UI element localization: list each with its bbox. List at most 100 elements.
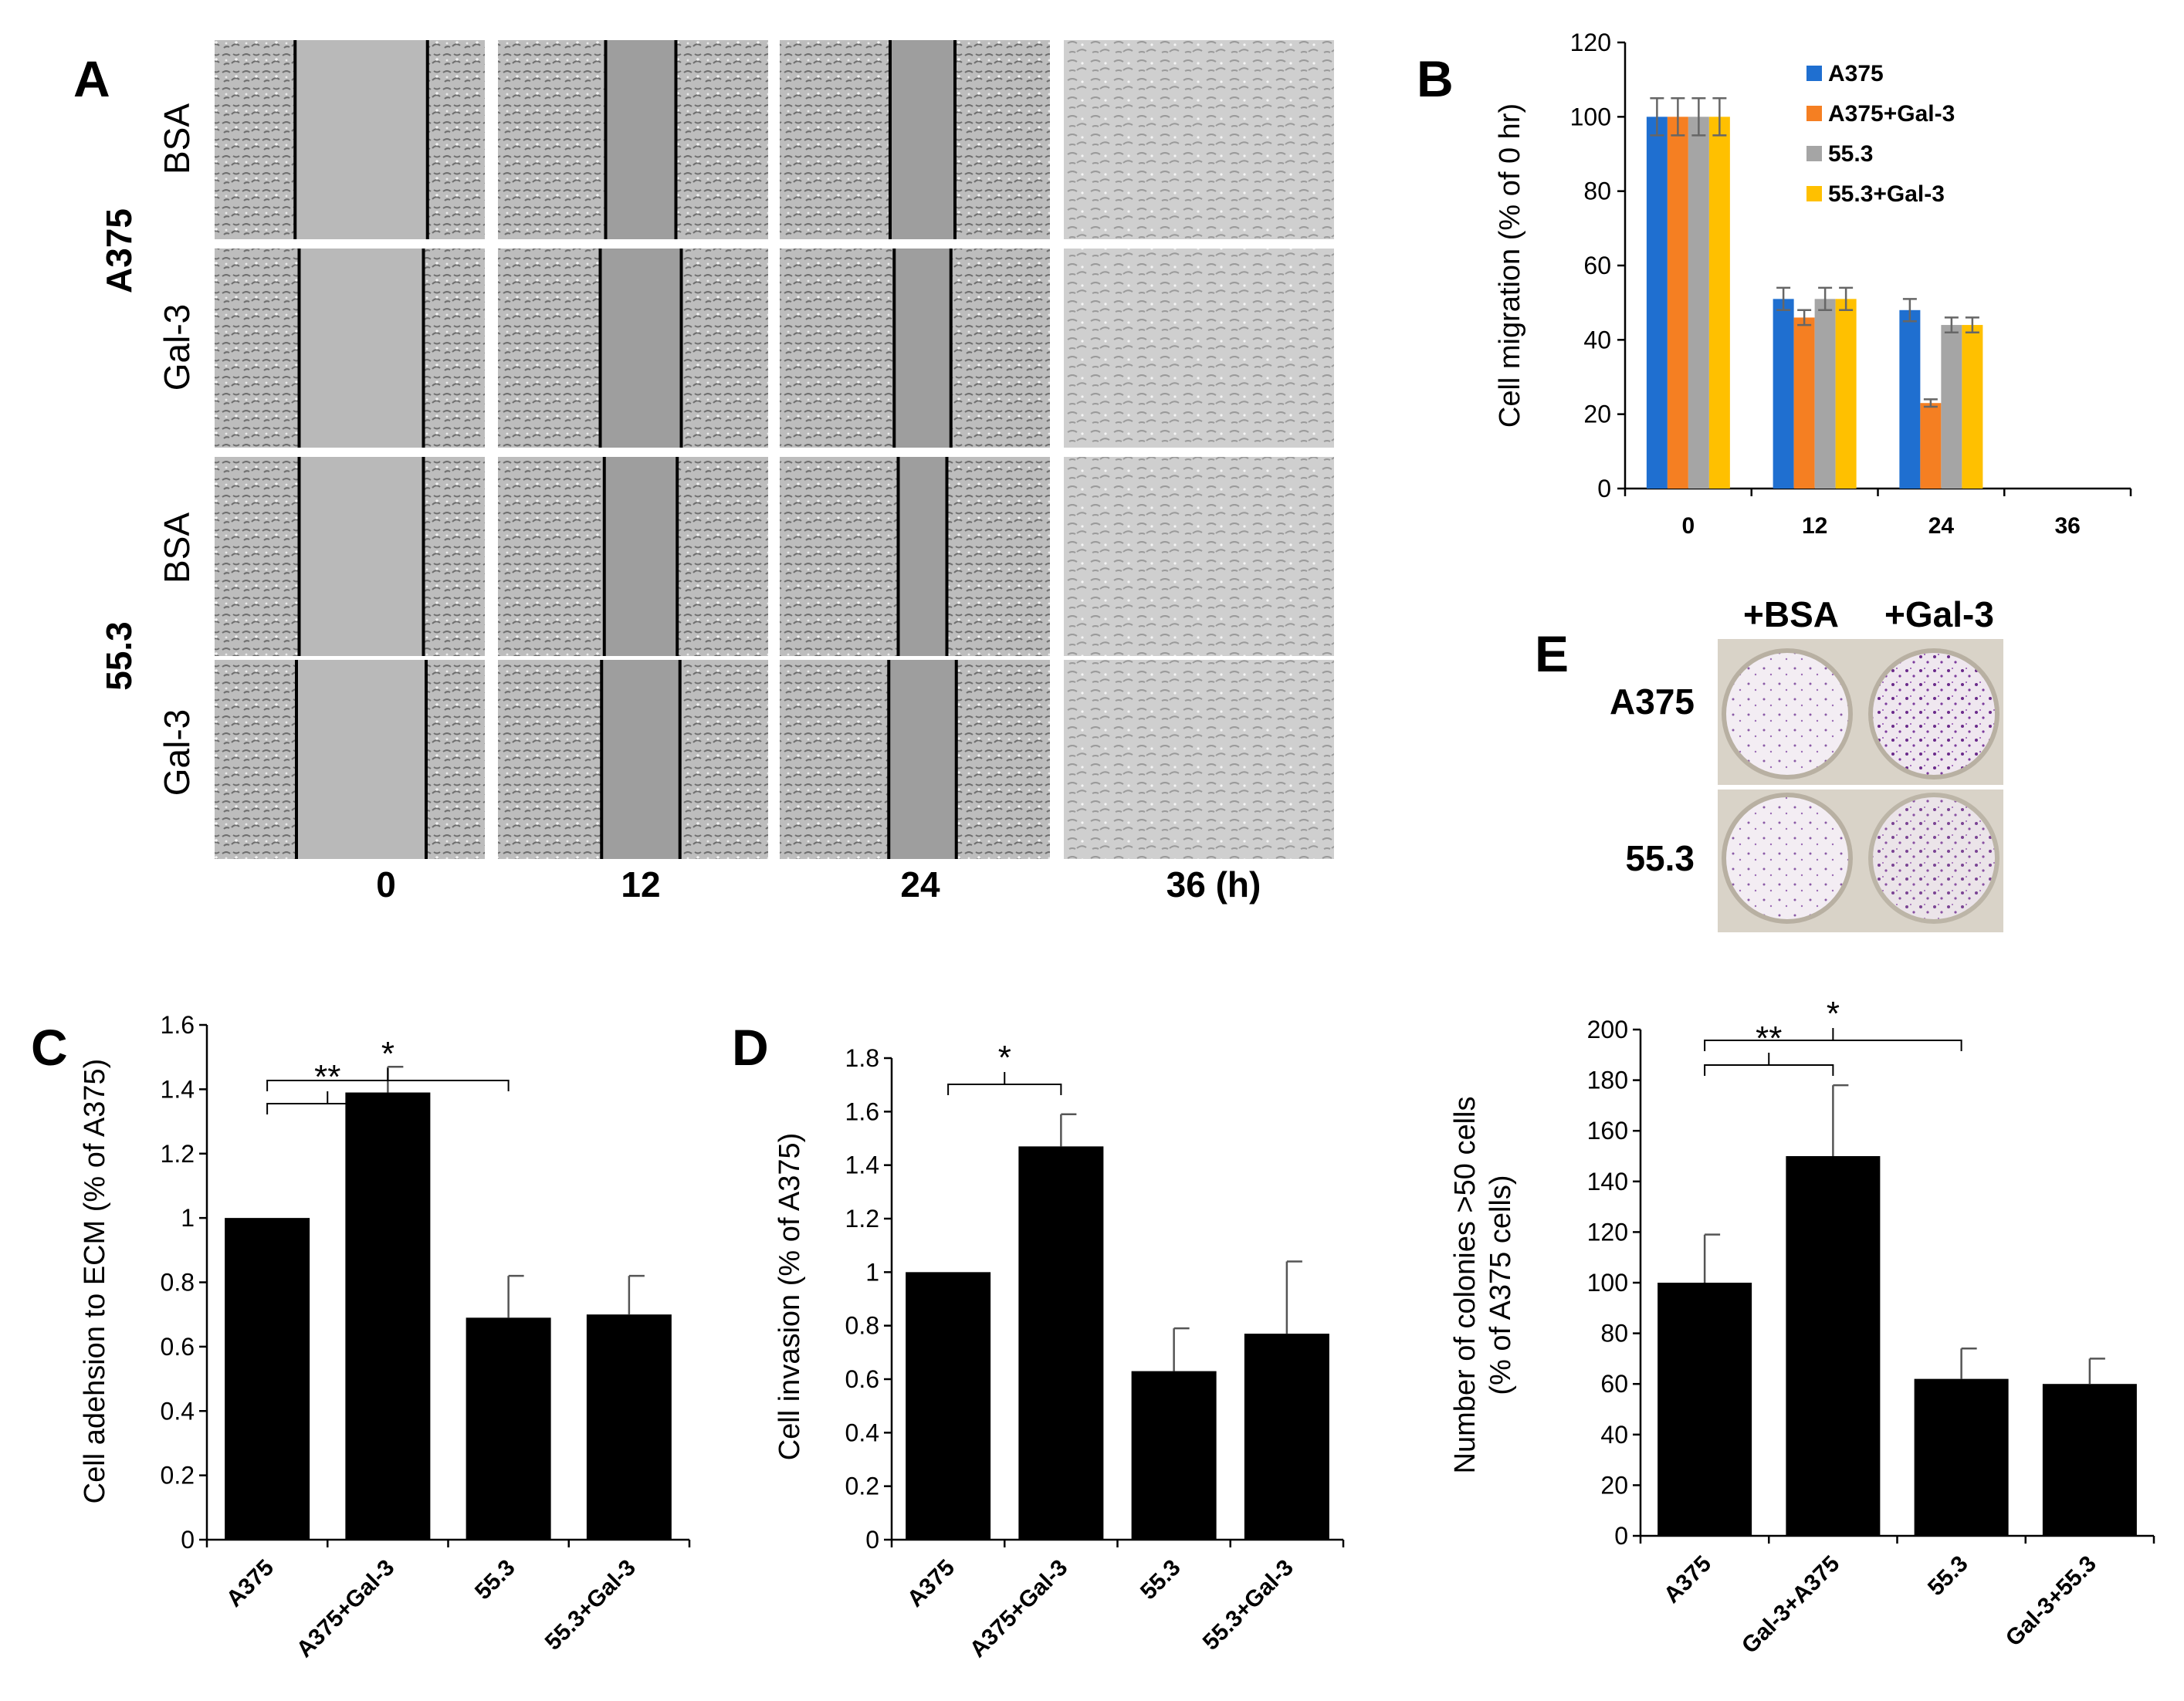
chart-b-cell-migration: 0 20 40 60 80 100 120 0 12 24 36 Cell migration (% … bbox=[1494, 29, 2132, 539]
bar bbox=[1962, 325, 1983, 489]
category-label: A375 bbox=[222, 1555, 279, 1612]
micrograph-background bbox=[1064, 40, 1334, 239]
category-label: 55.3 bbox=[470, 1555, 520, 1605]
group-label-a375: A375 bbox=[99, 208, 139, 293]
significance-bracket: ** bbox=[266, 1058, 389, 1114]
row-label-553-bsa: BSA bbox=[157, 512, 197, 583]
category-label: 0 bbox=[1682, 513, 1695, 539]
panel-a-micrograph-grid: A375 55.3 BSA Gal-3 BSA Gal-3 0 12 24 36… bbox=[99, 40, 1334, 905]
panel-label-a: A bbox=[73, 50, 110, 107]
y-tick-label: 1.2 bbox=[845, 1205, 879, 1233]
legend-entry: A375+Gal-3 bbox=[1828, 101, 1955, 127]
bar bbox=[906, 1272, 991, 1540]
bar bbox=[1708, 117, 1730, 489]
category-label: A375+Gal-3 bbox=[965, 1555, 1072, 1662]
panel-label-b: B bbox=[1417, 50, 1454, 107]
legend-swatch bbox=[1806, 106, 1822, 121]
bar bbox=[466, 1317, 551, 1540]
significance-marker: ** bbox=[314, 1058, 340, 1096]
y-tick-label: 0.4 bbox=[161, 1397, 195, 1425]
significance-marker: * bbox=[998, 1039, 1011, 1077]
bracket-line bbox=[266, 1091, 389, 1114]
legend-swatch bbox=[1806, 66, 1822, 81]
category-label: 55.3 bbox=[1923, 1551, 1973, 1601]
bar bbox=[1941, 325, 1962, 489]
bar bbox=[1657, 1283, 1752, 1536]
y-tick-label: 20 bbox=[1600, 1471, 1628, 1499]
well-row-label-a375: A375 bbox=[1610, 681, 1695, 722]
panel-label-d: D bbox=[732, 1019, 769, 1076]
timepoint-label-12: 12 bbox=[621, 864, 660, 905]
micrograph-tile bbox=[215, 249, 485, 448]
category-label: A375 bbox=[1659, 1551, 1716, 1608]
chart-d-cell-invasion: 0 0.2 0.4 0.6 0.8 1 1.2 1.4 1.6 1.8 A375 A375+Gal-3… bbox=[774, 1039, 1345, 1662]
wound-gap bbox=[600, 249, 682, 448]
significance-marker: * bbox=[381, 1035, 394, 1073]
legend: A375 A375+Gal-3 55.3 55.3+Gal-3 bbox=[1806, 61, 1955, 207]
wound-gap bbox=[889, 660, 957, 859]
y-tick-label: 1.4 bbox=[161, 1075, 195, 1103]
y-tick-label: 1 bbox=[865, 1258, 879, 1286]
bar bbox=[1920, 403, 1942, 489]
wound-gap bbox=[890, 40, 955, 239]
y-tick-label: 0.6 bbox=[845, 1365, 879, 1393]
y-tick-label: 80 bbox=[1583, 178, 1611, 205]
y-tick-label: 120 bbox=[1587, 1218, 1628, 1246]
micrograph-tile bbox=[498, 249, 768, 448]
y-tick-label: 0 bbox=[181, 1526, 195, 1554]
y-tick-label: 140 bbox=[1587, 1168, 1628, 1195]
micrograph-background bbox=[1064, 249, 1334, 448]
bar bbox=[345, 1092, 431, 1540]
legend-entry: 55.3+Gal-3 bbox=[1828, 181, 1945, 207]
bracket-line bbox=[266, 1068, 510, 1091]
y-tick-label: 0 bbox=[865, 1526, 879, 1554]
significance-bracket: * bbox=[1704, 995, 1962, 1051]
bar bbox=[1835, 299, 1857, 489]
y-tick-label: 1.4 bbox=[845, 1151, 879, 1179]
y-tick-label: 20 bbox=[1583, 401, 1611, 428]
y-tick-label: 0.8 bbox=[161, 1269, 195, 1297]
category-label: 55.3+Gal-3 bbox=[1198, 1555, 1299, 1655]
y-tick-label: 1.8 bbox=[845, 1044, 879, 1072]
bar bbox=[1646, 117, 1668, 489]
wound-gap bbox=[296, 660, 426, 859]
well-col-label-bsa: +BSA bbox=[1743, 594, 1839, 634]
bracket-line bbox=[947, 1072, 1062, 1095]
panel-e-colony-photo: +BSA +Gal-3 A375 55.3 bbox=[1610, 594, 2003, 932]
micrograph-tile bbox=[498, 660, 768, 859]
bar bbox=[1786, 1156, 1881, 1536]
category-label: 24 bbox=[1928, 513, 1955, 539]
legend-swatch bbox=[1806, 186, 1822, 201]
timepoint-label-36: 36 (h) bbox=[1166, 864, 1261, 905]
y-tick-label: 120 bbox=[1570, 29, 1611, 56]
y-tick-label: 100 bbox=[1587, 1269, 1628, 1297]
micrograph-tile bbox=[1064, 40, 1334, 239]
category-label: 12 bbox=[1802, 513, 1827, 539]
y-tick-label: 100 bbox=[1570, 103, 1611, 130]
row-label-553-gal3: Gal-3 bbox=[157, 709, 197, 796]
bar bbox=[1914, 1378, 2009, 1536]
micrograph-tile bbox=[1064, 249, 1334, 448]
y-tick-label: 1.6 bbox=[845, 1097, 879, 1125]
well-553-bsa bbox=[1722, 793, 1853, 924]
bar bbox=[1244, 1334, 1329, 1540]
micrograph-tile bbox=[215, 660, 485, 859]
chart-c-cell-adhesion: 0 0.2 0.4 0.6 0.8 1 1.2 1.4 1.6 A375 A375+Gal-3 55.… bbox=[79, 1011, 691, 1662]
y-tick-label: 1.6 bbox=[161, 1011, 195, 1039]
micrograph-tile bbox=[498, 457, 768, 656]
category-label: 55.3 bbox=[1136, 1555, 1186, 1605]
micrograph-tile bbox=[215, 40, 485, 239]
y-axis-label: Cell invasion (% of A375) bbox=[774, 1133, 806, 1461]
bar bbox=[1667, 117, 1688, 489]
y-tick-label: 0 bbox=[1614, 1522, 1628, 1550]
y-axis-label: (% of A375 cells) bbox=[1485, 1175, 1517, 1395]
bar bbox=[1688, 117, 1709, 489]
well-a375-bsa bbox=[1722, 648, 1853, 779]
y-tick-label: 1 bbox=[181, 1204, 195, 1232]
bar bbox=[1131, 1371, 1217, 1540]
y-tick-label: 40 bbox=[1600, 1421, 1628, 1449]
y-axis-label: Cell migration (% of 0 hr) bbox=[1494, 103, 1526, 428]
y-tick-label: 0.4 bbox=[845, 1419, 879, 1446]
y-tick-label: 180 bbox=[1587, 1067, 1628, 1094]
